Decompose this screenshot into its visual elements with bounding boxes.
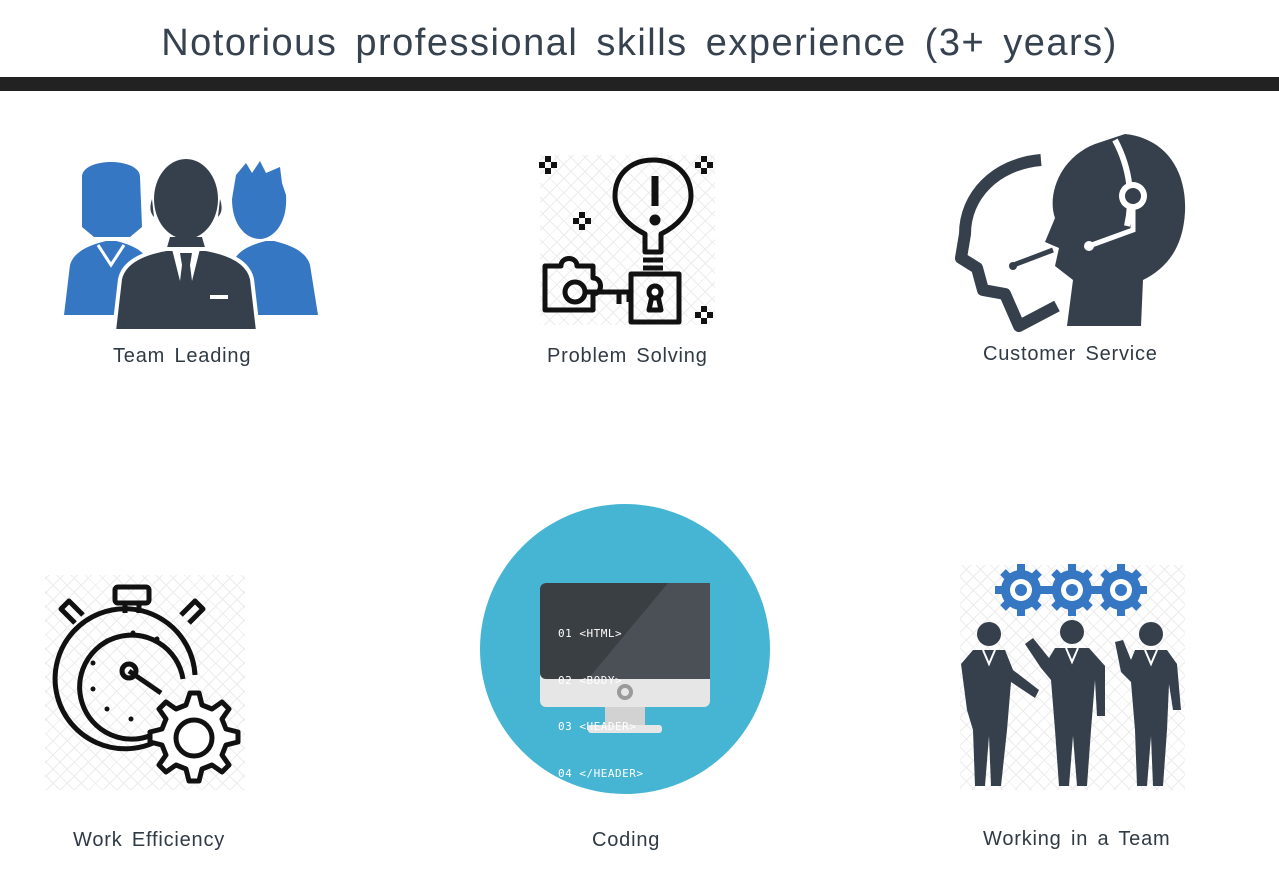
skill-label: Work Efficiency [73, 829, 226, 851]
code-line: 02 <BODY> [558, 673, 623, 687]
lightbulb-key-icon [539, 156, 713, 325]
code-line: 01 <HTML> [558, 627, 623, 640]
page-title: Notorious professional skills experience… [161, 22, 1118, 64]
skill-label: Team Leading [113, 345, 252, 367]
team-gears-icon [961, 564, 1181, 786]
skill-problem-solving: Problem Solving [535, 150, 725, 375]
skill-working-in-a-team: Working in a Team [955, 560, 1195, 860]
code-lines: 01 <HTML> 02 <BODY> 03 <HEADER> 04 </HEA… [558, 595, 643, 812]
skill-work-efficiency: Work Efficiency [45, 575, 305, 860]
team-leader-icon [64, 159, 318, 333]
monitor-code-icon [480, 504, 770, 794]
code-line: 03 <HEADER> [558, 720, 637, 733]
headset-agent-icon [955, 134, 1186, 332]
skill-team-leading: Team Leading [60, 155, 330, 375]
skill-coding: 01 <HTML> 02 <BODY> 03 <HEADER> 04 </HEA… [478, 503, 773, 863]
skill-customer-service: Customer Service [955, 130, 1195, 375]
skill-label: Problem Solving [547, 345, 708, 367]
skill-label: Working in a Team [983, 828, 1171, 850]
skill-label: Coding [592, 829, 661, 851]
header-divider [0, 77, 1279, 91]
code-line: 04 </HEADER> [558, 766, 644, 780]
skill-label: Customer Service [983, 343, 1158, 365]
stopwatch-gear-icon [52, 584, 241, 784]
